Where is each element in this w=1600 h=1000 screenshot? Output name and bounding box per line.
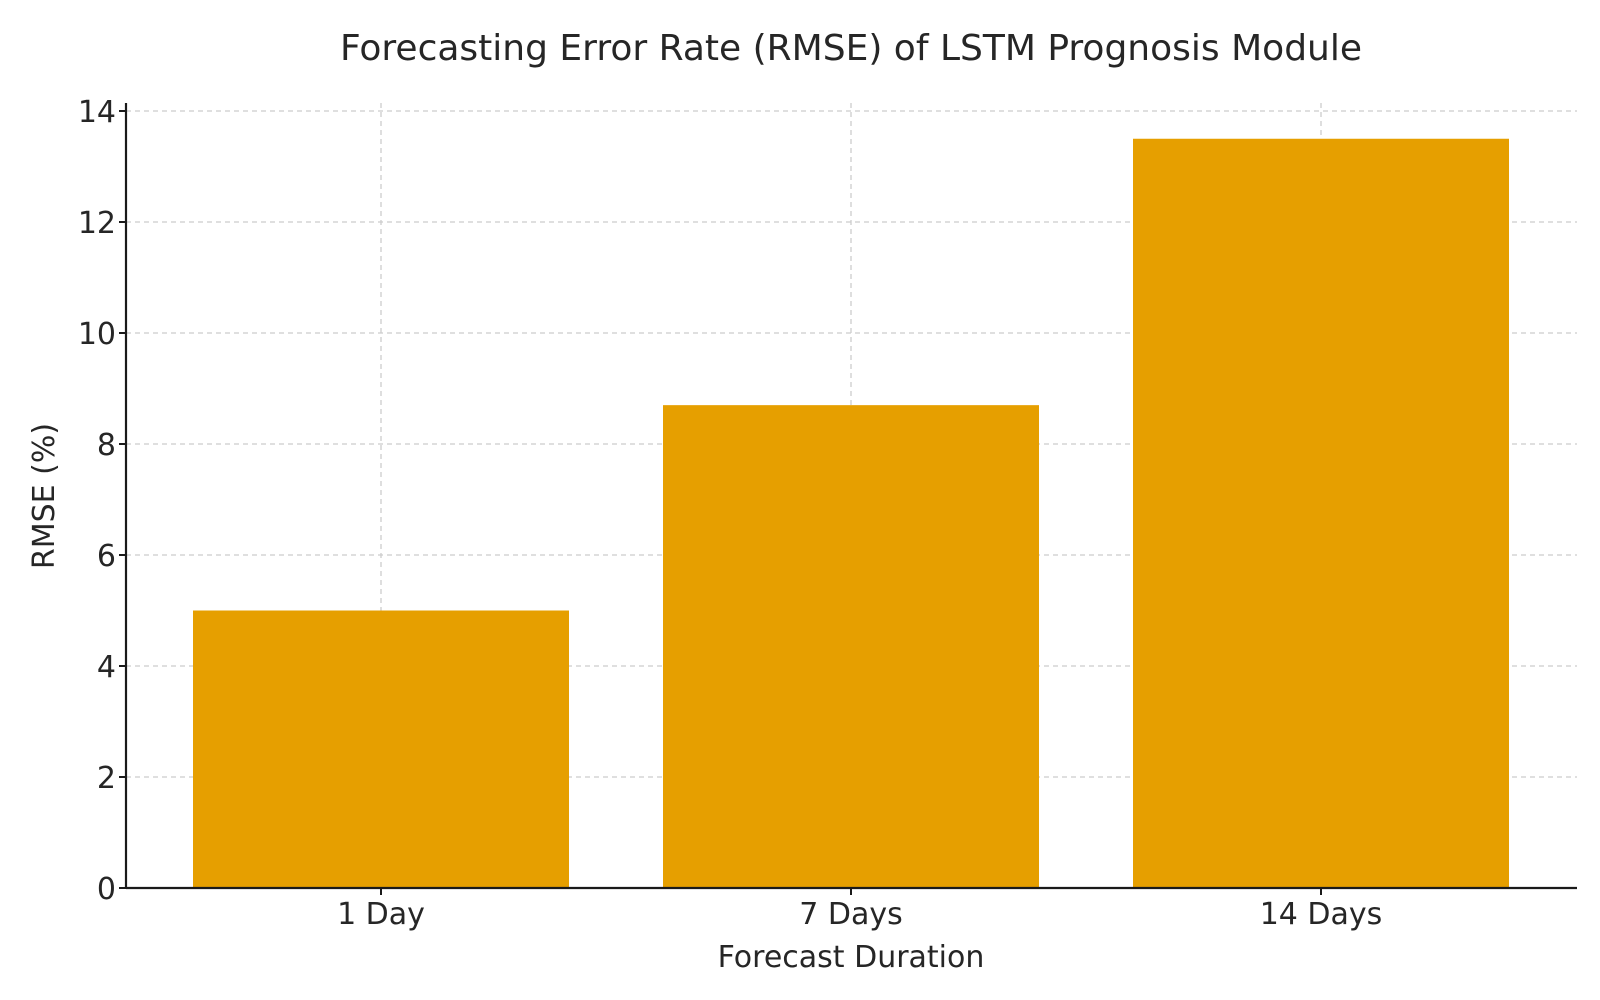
y-tick-label: 2 [97, 761, 116, 796]
bar [1133, 138, 1509, 888]
y-tick-label: 4 [97, 650, 116, 685]
x-tick-label: 14 Days [1260, 897, 1383, 932]
chart-title: Forecasting Error Rate (RMSE) of LSTM Pr… [340, 28, 1362, 69]
x-tick-label: 1 Day [337, 897, 425, 932]
y-tick-label: 14 [78, 95, 116, 130]
y-tick-label: 12 [78, 206, 116, 241]
bar [193, 610, 569, 888]
y-tick-label: 6 [97, 539, 116, 574]
bars [193, 138, 1509, 888]
bar [663, 405, 1039, 888]
y-tick-label: 0 [97, 872, 116, 907]
y-tick-label: 10 [78, 317, 116, 352]
axes [119, 103, 1577, 895]
y-tick-label: 8 [97, 428, 116, 463]
y-axis-label: RMSE (%) [27, 423, 62, 569]
tick-labels: 0 2 4 6 8 10 12 14 1 Day 7 Days 14 Days [78, 95, 1382, 932]
x-axis-label: Forecast Duration [718, 940, 985, 975]
x-tick-label: 7 Days [799, 897, 903, 932]
